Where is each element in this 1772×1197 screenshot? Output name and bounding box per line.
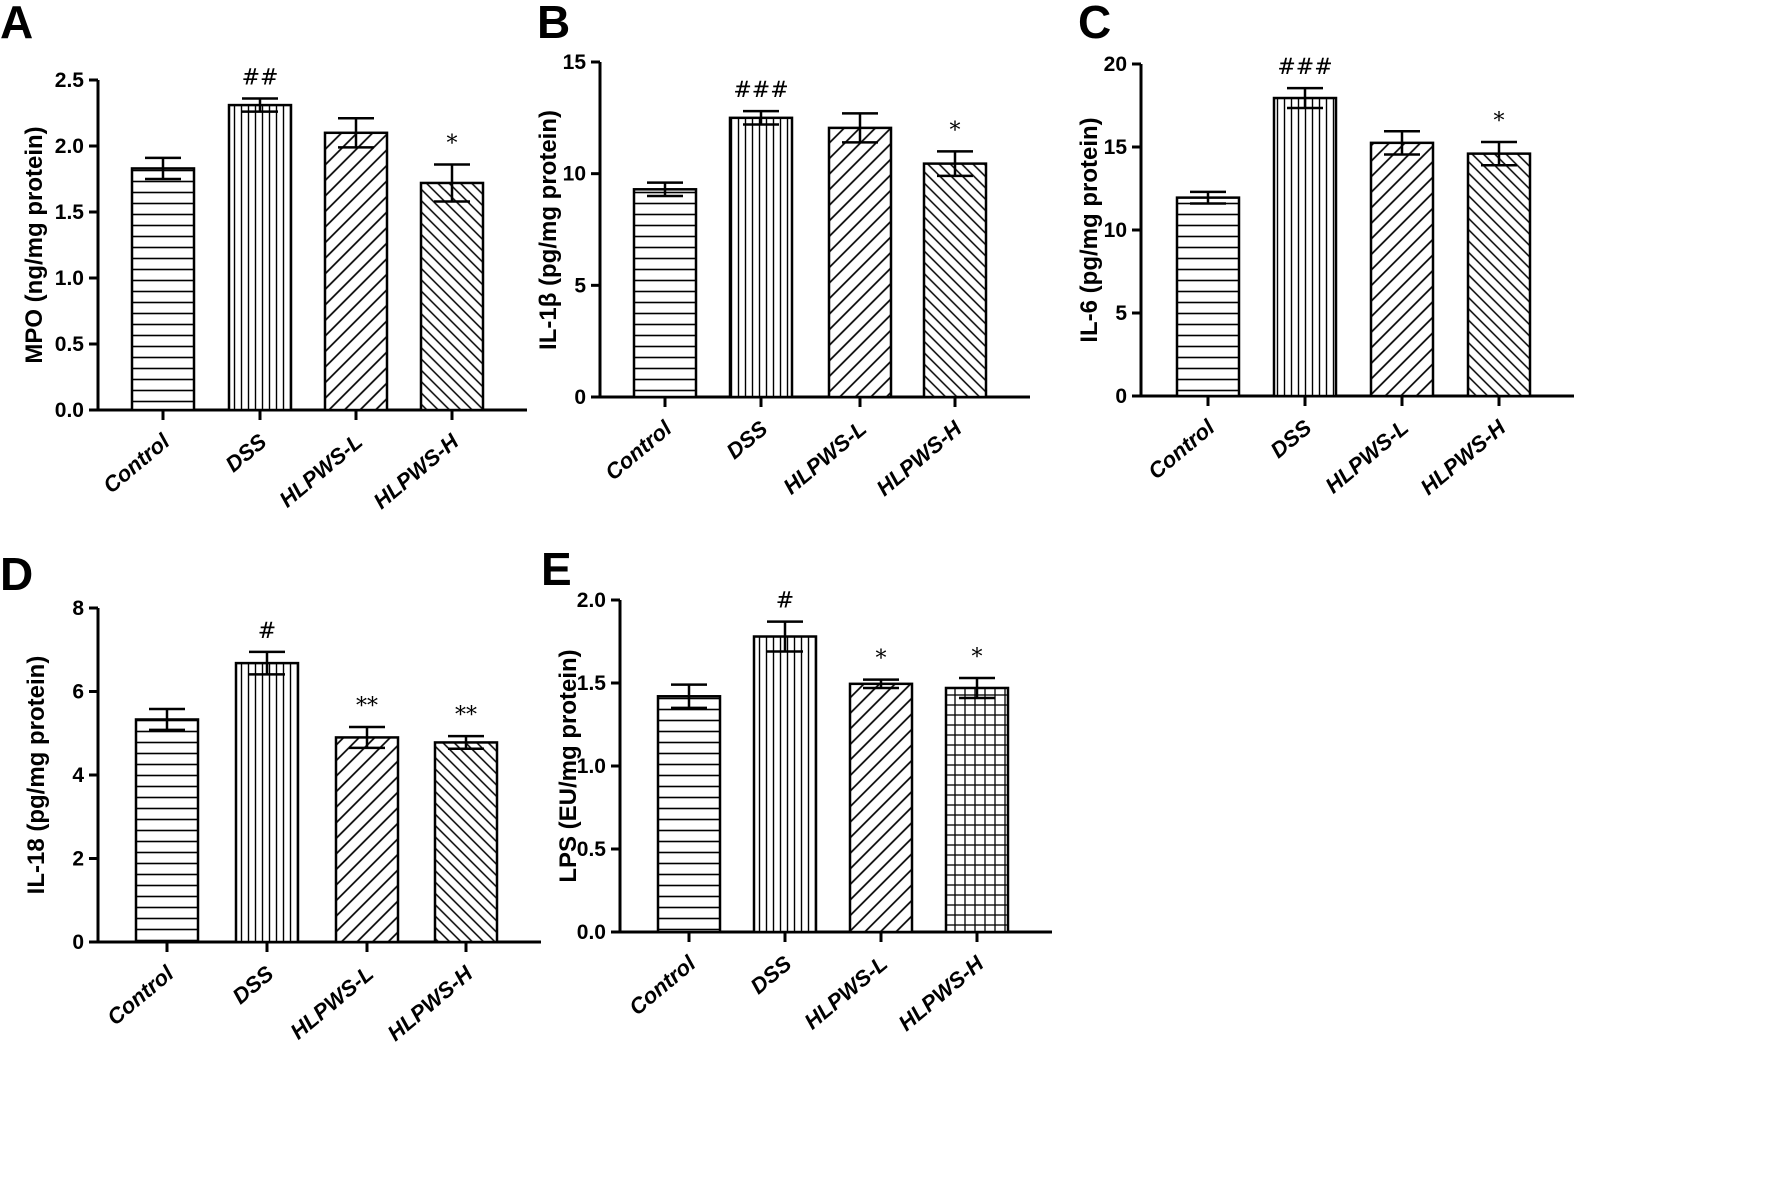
x-tick-label: DSS: [1265, 414, 1316, 462]
y-tick-label: 5: [574, 274, 586, 297]
bar-dss: [752, 635, 818, 934]
y-tick-label: 8: [72, 597, 84, 620]
y-tick-label: 2.0: [55, 135, 84, 158]
bar-hlpws-l: [323, 131, 389, 412]
bar-hlpws-h: [1466, 152, 1532, 398]
y-tick-label: 0: [1115, 385, 1127, 408]
x-tick-label: HLPWS-H: [369, 428, 465, 514]
bar-hlpws-h: [433, 741, 499, 944]
y-tick-label: 2: [72, 848, 84, 871]
y-tick-label: 20: [1104, 53, 1127, 76]
significance-marker: #: [258, 619, 276, 644]
x-tick-label: HLPWS-L: [1320, 415, 1413, 499]
x-tick-label: HLPWS-H: [1416, 414, 1512, 500]
significance-marker: *: [950, 118, 961, 143]
bar-dss: [227, 103, 293, 412]
x-tick-label: HLPWS-L: [274, 429, 367, 513]
bar-control: [1175, 196, 1241, 398]
y-axis-title: IL-1β (pg/mg protein): [535, 110, 562, 350]
panel-letter: E: [541, 543, 572, 595]
panel-letter: D: [0, 548, 33, 600]
bar-hlpws-l: [1369, 141, 1435, 398]
y-tick-label: 1.0: [55, 267, 84, 290]
bar-hlpws-l: [827, 126, 893, 399]
bar-hlpws-l: [334, 736, 400, 944]
x-tick-label: HLPWS-L: [285, 961, 378, 1045]
bar-control: [656, 695, 722, 934]
y-tick-label: 15: [1104, 136, 1128, 159]
y-tick-label: 1.5: [577, 672, 607, 695]
bar-hlpws-h: [922, 162, 988, 399]
x-tick-label: DSS: [220, 428, 271, 476]
y-tick-label: 1.5: [55, 201, 85, 224]
x-tick-label: Control: [1143, 414, 1220, 484]
y-tick-label: 2.5: [55, 69, 85, 92]
x-tick-label: Control: [600, 415, 677, 485]
significance-marker: ###: [1277, 55, 1332, 80]
significance-marker: *: [876, 647, 887, 672]
y-axis-title: IL-18 (pg/mg protein): [23, 656, 50, 895]
y-axis-title: MPO (ng/mg protein): [21, 126, 48, 363]
y-axis-title: IL-6 (pg/mg protein): [1076, 117, 1103, 342]
bar-dss: [728, 116, 794, 399]
significance-marker: ###: [733, 78, 788, 103]
y-tick-label: 10: [1104, 219, 1127, 242]
x-tick-label: HLPWS-H: [872, 415, 968, 501]
y-tick-label: 0.0: [55, 399, 84, 422]
panel-c: C 0 5 10 15 20 IL-6 (pg/mg protein) Control DSS #…: [1076, 0, 1574, 500]
y-tick-label: 6: [72, 681, 84, 704]
y-tick-label: 0: [72, 931, 84, 954]
bar-dss: [1272, 96, 1338, 398]
y-tick-label: 0.5: [577, 838, 607, 861]
x-tick-label: Control: [102, 960, 179, 1030]
significance-marker: **: [356, 694, 378, 719]
x-tick-label: Control: [624, 950, 701, 1020]
significance-marker: *: [972, 645, 983, 670]
y-tick-label: 0.5: [55, 333, 85, 356]
y-tick-label: 0.0: [577, 921, 606, 944]
x-tick-label: DSS: [227, 960, 278, 1008]
significance-marker: **: [455, 703, 477, 728]
y-tick-label: 2.0: [577, 589, 606, 612]
panel-d: D 0 2 4 6 8 IL-18 (pg/mg protein) Control DSS # HL…: [0, 548, 541, 1046]
x-tick-label: HLPWS-L: [778, 416, 871, 500]
significance-marker: *: [1494, 109, 1505, 134]
x-tick-label: DSS: [745, 950, 796, 998]
bar-hlpws-h: [944, 686, 1010, 934]
y-tick-label: 4: [72, 764, 84, 787]
significance-marker: *: [447, 131, 458, 156]
x-tick-label: HLPWS-L: [799, 951, 892, 1035]
y-axis-title: LPS (EU/mg protein): [555, 649, 582, 882]
x-tick-label: HLPWS-H: [383, 960, 479, 1046]
y-tick-label: 5: [1115, 302, 1127, 325]
bar-dss: [234, 661, 300, 944]
bar-control: [632, 188, 698, 399]
panel-a: A 0.0 0.5 1.0 1.5 2.0 2.5 MPO (ng/mg protein) Co…: [0, 0, 527, 514]
x-tick-label: DSS: [721, 415, 772, 463]
panel-b: B 0 5 10 15 IL-1β (pg/mg protein) Control DSS ##…: [535, 0, 1030, 501]
panel-letter: A: [0, 0, 33, 48]
bar-control: [130, 167, 196, 412]
significance-marker: #: [776, 589, 794, 614]
y-tick-label: 0: [574, 386, 586, 409]
bar-hlpws-l: [848, 682, 914, 934]
x-tick-label: Control: [98, 428, 175, 498]
y-tick-label: 15: [563, 51, 587, 74]
bar-hlpws-h: [419, 181, 485, 412]
y-tick-label: 1.0: [577, 755, 606, 778]
bar-control: [134, 718, 200, 944]
x-tick-label: HLPWS-H: [894, 950, 990, 1036]
panel-letter: C: [1078, 0, 1111, 48]
significance-marker: ##: [242, 65, 279, 90]
y-tick-label: 10: [563, 163, 586, 186]
panel-letter: B: [537, 0, 570, 48]
panel-e: E 0.0 0.5 1.0 1.5 2.0 LPS (EU/mg protein) Contr…: [541, 543, 1052, 1036]
